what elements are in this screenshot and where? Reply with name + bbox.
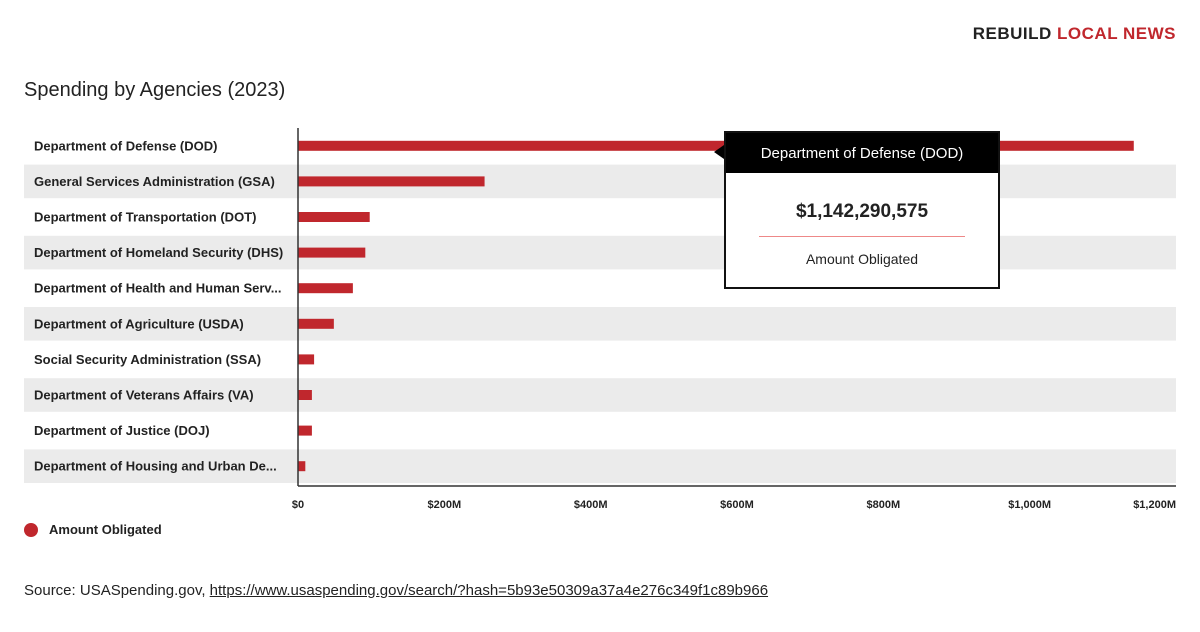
- category-label: Department of Justice (DOJ): [34, 423, 210, 438]
- legend-label: Amount Obligated: [49, 522, 162, 537]
- category-label: Department of Housing and Urban De...: [34, 459, 277, 474]
- category-label: Department of Homeland Security (DHS): [34, 245, 283, 260]
- row-band: [24, 449, 1176, 483]
- tooltip-value: $1,142,290,575: [795, 201, 929, 222]
- x-tick-label: $400M: [574, 499, 608, 511]
- category-label: Department of Defense (DOD): [34, 138, 217, 153]
- tooltip-divider: [759, 236, 965, 237]
- bar[interactable]: [298, 247, 366, 258]
- category-label: Department of Transportation (DOT): [34, 210, 256, 225]
- category-label: General Services Administration (GSA): [34, 174, 275, 189]
- x-tick-label: $200M: [428, 499, 462, 511]
- bar[interactable]: [298, 318, 334, 329]
- x-tick-label: $1,200M: [1133, 499, 1176, 511]
- category-label: Department of Veterans Affairs (VA): [34, 388, 254, 403]
- category-label: Department of Agriculture (USDA): [34, 316, 244, 331]
- category-label: Social Security Administration (SSA): [34, 352, 261, 367]
- x-tick-label: $1,000M: [1008, 499, 1051, 511]
- tooltip-arrow: [714, 145, 724, 159]
- source-prefix: Source: USASpending.gov,: [24, 582, 210, 599]
- x-tick-label: $600M: [720, 499, 754, 511]
- bar[interactable]: [298, 354, 315, 365]
- bar-chart: Department of Defense (DOD) General Servi…: [24, 128, 1176, 511]
- brand-logo: REBUILD LOCAL NEWS: [972, 24, 1176, 43]
- row-band: [24, 307, 1176, 341]
- tooltip-label: Amount Obligated: [805, 251, 919, 267]
- source-note: Source: USASpending.gov, https://www.usa…: [24, 582, 768, 599]
- bar[interactable]: [298, 283, 353, 294]
- row-band: [24, 378, 1176, 412]
- x-tick-label: $800M: [867, 499, 901, 511]
- x-tick-label: $0: [292, 499, 304, 511]
- tooltip: Department of Defense (DOD) $1,142,290,5…: [714, 131, 1000, 289]
- legend[interactable]: Amount Obligated: [24, 522, 162, 537]
- chart-title: Spending by Agencies (2023): [24, 79, 286, 101]
- bar[interactable]: [298, 212, 370, 222]
- bar[interactable]: [298, 390, 312, 400]
- source-link[interactable]: https://www.usaspending.gov/search/?hash…: [209, 582, 769, 599]
- legend-dot-icon: [24, 522, 38, 537]
- bar[interactable]: [298, 461, 306, 472]
- bar[interactable]: [298, 425, 312, 436]
- bar[interactable]: [298, 176, 485, 187]
- tooltip-title: Department of Defense (DOD): [726, 133, 998, 173]
- category-label: Department of Health and Human Serv...: [34, 281, 282, 296]
